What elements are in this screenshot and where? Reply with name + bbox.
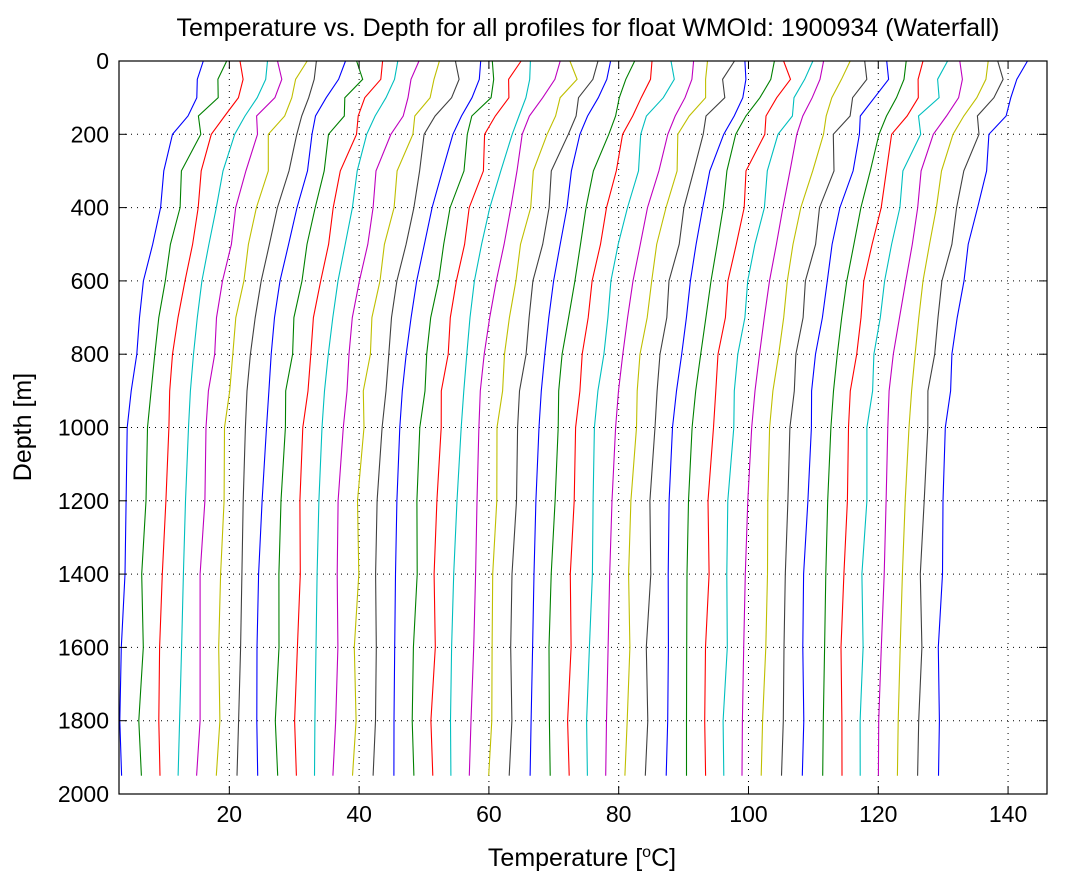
profile-line <box>624 60 709 776</box>
x-tick-label: 20 <box>217 801 243 827</box>
y-tick-label: 1000 <box>58 415 109 441</box>
profile-line <box>567 60 653 776</box>
y-tick-label: 1400 <box>58 561 109 587</box>
profile-line <box>372 60 460 776</box>
grid-lines <box>119 61 1047 794</box>
y-tick-label: 600 <box>71 268 109 294</box>
profile-line <box>917 60 1004 776</box>
profile-line <box>665 60 747 776</box>
profile-line <box>411 60 495 776</box>
profile-line <box>548 60 636 776</box>
x-tick-label: 60 <box>476 801 502 827</box>
profiles-layer <box>119 60 1028 776</box>
profile-line <box>313 60 399 776</box>
profile-line <box>937 60 1028 776</box>
profile-line <box>529 60 612 776</box>
profile-line <box>256 60 347 776</box>
y-tick-label: 200 <box>71 121 109 147</box>
y-tick-label: 1800 <box>58 708 109 734</box>
profile-line <box>644 60 735 776</box>
profile-line <box>196 60 283 776</box>
profile-line <box>722 60 814 776</box>
profile-line <box>274 60 364 776</box>
profile-line <box>780 60 868 776</box>
profile-line <box>822 60 907 776</box>
profile-line <box>859 60 949 776</box>
profile-line <box>393 60 482 776</box>
profile-line <box>236 60 317 776</box>
axis-ticks: 20 40 60 80 100 120 14002004006008001000120014… <box>58 48 1047 827</box>
profile-line <box>294 60 384 776</box>
profile-line <box>741 60 825 776</box>
profile-line <box>351 60 440 776</box>
y-tick-label: 800 <box>71 341 109 367</box>
profile-line <box>119 60 204 776</box>
y-tick-label: 400 <box>71 195 109 221</box>
profile-line <box>488 60 578 776</box>
x-tick-label: 140 <box>989 801 1027 827</box>
profile-line <box>449 60 531 776</box>
x-axis-label: Temperature [oC] <box>488 844 676 872</box>
profile-line <box>605 60 695 776</box>
profile-line <box>177 60 269 776</box>
x-tick-label: 120 <box>859 801 897 827</box>
profile-line <box>685 60 775 776</box>
profile-line <box>138 60 228 776</box>
y-tick-label: 1200 <box>58 488 109 514</box>
profile-line <box>840 60 924 776</box>
y-axis-label: Depth [m] <box>9 373 37 481</box>
profile-line <box>760 60 851 776</box>
profile-line <box>332 60 420 776</box>
profile-line <box>508 60 599 776</box>
profile-line <box>430 60 522 776</box>
profile-line <box>801 60 890 776</box>
y-tick-label: 1600 <box>58 634 109 660</box>
chart-title: Temperature vs. Depth for all profiles f… <box>176 14 999 42</box>
profile-line <box>215 60 308 776</box>
x-tick-label: 80 <box>606 801 632 827</box>
y-tick-label: 0 <box>96 48 109 74</box>
profile-line <box>158 60 244 776</box>
profile-line <box>704 60 792 776</box>
x-tick-label: 100 <box>729 801 767 827</box>
x-tick-label: 40 <box>346 801 372 827</box>
profile-line <box>586 60 675 776</box>
y-tick-label: 2000 <box>58 781 109 807</box>
profile-line <box>896 60 989 776</box>
profile-line <box>468 60 561 776</box>
profile-line <box>877 60 963 776</box>
